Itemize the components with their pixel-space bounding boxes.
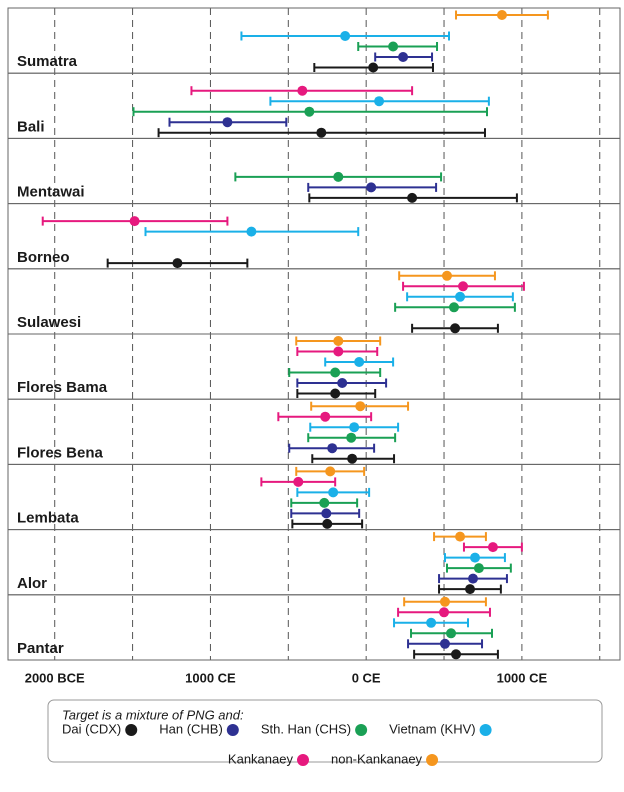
panel bbox=[7, 594, 621, 661]
legend-swatch bbox=[355, 724, 368, 736]
region-label: Bali bbox=[17, 118, 45, 135]
point bbox=[347, 453, 358, 464]
point bbox=[439, 596, 450, 607]
point bbox=[330, 367, 341, 378]
x-tick-label: 1000 CE bbox=[497, 670, 548, 685]
point bbox=[439, 607, 450, 618]
legend-label: Han (CHB) bbox=[159, 721, 223, 736]
point bbox=[487, 542, 498, 553]
point bbox=[473, 563, 484, 574]
legend-swatch bbox=[479, 724, 492, 736]
panel bbox=[7, 529, 621, 596]
point bbox=[407, 192, 418, 203]
point bbox=[448, 302, 459, 313]
point bbox=[320, 411, 331, 422]
point bbox=[337, 378, 348, 388]
point bbox=[455, 531, 466, 542]
point bbox=[467, 573, 478, 584]
point bbox=[346, 432, 357, 443]
region-label: Sumatra bbox=[17, 53, 78, 70]
region-label: Flores Bama bbox=[17, 379, 108, 396]
legend-title: Target is a mixture of PNG and: bbox=[62, 707, 244, 722]
point bbox=[398, 52, 409, 62]
region-label: Mentawai bbox=[17, 184, 85, 201]
panel bbox=[7, 137, 621, 205]
point bbox=[333, 336, 344, 346]
point bbox=[496, 10, 507, 20]
legend-label: Dai (CDX) bbox=[62, 721, 121, 736]
point bbox=[455, 291, 466, 302]
x-tick-label: 1000 CE bbox=[185, 670, 236, 685]
panel bbox=[7, 463, 621, 531]
point bbox=[297, 85, 308, 96]
legend-label: Kankanaey bbox=[228, 751, 294, 766]
point bbox=[458, 281, 469, 292]
legend-swatch bbox=[426, 754, 439, 766]
legend-swatch bbox=[226, 724, 239, 736]
point bbox=[355, 401, 366, 412]
point bbox=[328, 487, 339, 498]
point bbox=[426, 617, 437, 628]
point bbox=[333, 346, 344, 357]
region-label: Sulawesi bbox=[17, 314, 81, 331]
panel bbox=[7, 72, 621, 139]
point bbox=[319, 497, 330, 508]
point bbox=[388, 41, 399, 52]
point bbox=[321, 508, 332, 519]
legend-box bbox=[47, 699, 603, 763]
point bbox=[322, 518, 333, 529]
point bbox=[293, 476, 304, 487]
region-label: Pantar bbox=[17, 640, 64, 657]
point bbox=[465, 584, 476, 595]
point bbox=[222, 117, 233, 128]
region-label: Flores Bena bbox=[17, 444, 104, 461]
point bbox=[304, 106, 315, 117]
legend-label: Vietnam (KHV) bbox=[389, 721, 475, 736]
point bbox=[354, 357, 365, 367]
x-tick-label: 0 CE bbox=[352, 670, 381, 685]
point bbox=[446, 628, 457, 639]
point bbox=[172, 258, 183, 269]
plot-area: Sumatra Bali Mentawai Borneo Sulawesi Flores … bbox=[7, 7, 621, 661]
point bbox=[451, 649, 462, 660]
region-label: Alor bbox=[17, 575, 47, 592]
point bbox=[340, 31, 351, 41]
point bbox=[246, 226, 257, 237]
point bbox=[333, 171, 344, 182]
point bbox=[327, 443, 338, 454]
point bbox=[450, 323, 461, 334]
point bbox=[325, 466, 336, 477]
region-label: Borneo bbox=[17, 249, 70, 266]
x-tick-label: 2000 BCE bbox=[25, 670, 85, 685]
point bbox=[441, 270, 452, 281]
legend-swatch bbox=[125, 724, 138, 736]
point bbox=[330, 388, 341, 399]
point bbox=[470, 552, 481, 563]
point bbox=[368, 62, 379, 73]
point bbox=[439, 638, 450, 649]
panel bbox=[7, 203, 621, 270]
point bbox=[374, 96, 385, 107]
point bbox=[366, 182, 377, 193]
legend-swatch bbox=[296, 754, 309, 766]
legend-label: non-Kankanaey bbox=[331, 751, 423, 766]
panel bbox=[7, 268, 621, 335]
legend-label: Sth. Han (CHS) bbox=[261, 721, 351, 736]
region-label: Lembata bbox=[17, 510, 79, 527]
point bbox=[349, 422, 360, 433]
point bbox=[129, 216, 140, 227]
point bbox=[316, 127, 327, 138]
